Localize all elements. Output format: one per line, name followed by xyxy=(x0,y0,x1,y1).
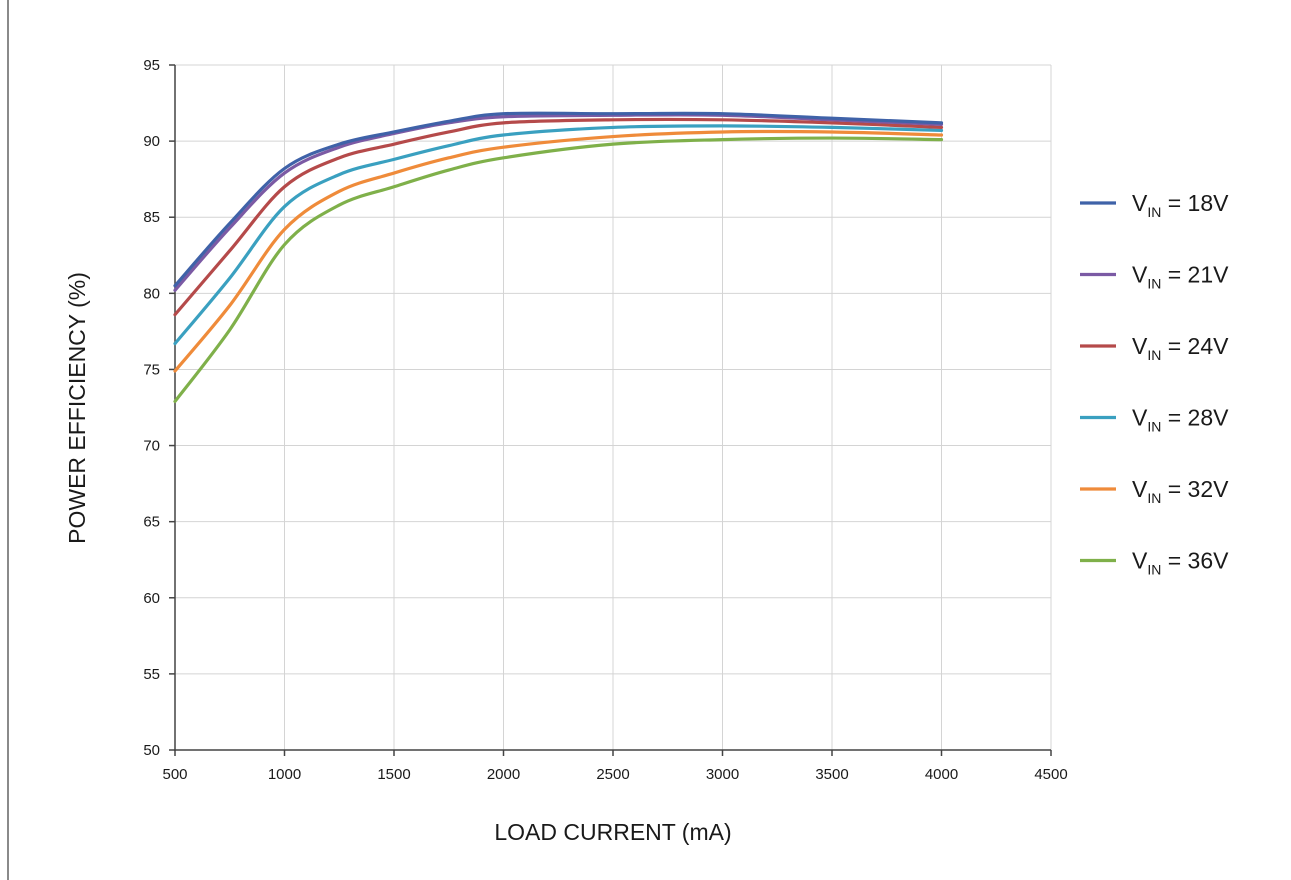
x-tick-label: 3000 xyxy=(706,766,739,783)
y-tick-label: 70 xyxy=(143,438,160,455)
series-line-2 xyxy=(173,117,944,317)
legend-label-4: VIN = 32V xyxy=(1132,476,1229,506)
x-tick-label: 1500 xyxy=(377,766,410,783)
series-line-5 xyxy=(173,136,944,404)
left-border xyxy=(7,0,9,880)
x-axis-title: LOAD CURRENT (mA) xyxy=(494,819,731,845)
series-line-3 xyxy=(173,124,944,346)
y-tick-label: 80 xyxy=(143,285,160,302)
y-tick-label: 75 xyxy=(143,361,160,378)
y-tick-label: 95 xyxy=(143,57,160,74)
x-tick-label: 3500 xyxy=(815,766,848,783)
x-tick-label: 2500 xyxy=(596,766,629,783)
y-tick-label: 85 xyxy=(143,209,160,226)
axes: 50 55 60 65 70 75 80 85 90 95 500 1000 1500 2000 2500 3… xyxy=(143,57,1067,783)
x-tick-label: 4000 xyxy=(925,766,958,783)
legend-label-0: VIN = 18V xyxy=(1132,190,1229,220)
series-line-4 xyxy=(173,129,944,373)
y-tick-label: 60 xyxy=(143,590,160,607)
legend-label-3: VIN = 28V xyxy=(1132,405,1229,435)
x-tick-label: 4500 xyxy=(1034,766,1067,783)
x-tick-label: 2000 xyxy=(487,766,520,783)
legend-label-2: VIN = 24V xyxy=(1132,333,1229,363)
legend-label-5: VIN = 36V xyxy=(1132,548,1229,578)
y-tick-label: 55 xyxy=(143,666,160,683)
y-axis-title: POWER EFFICIENCY (%) xyxy=(64,272,90,544)
y-tick-label: 65 xyxy=(143,514,160,531)
y-tick-label: 90 xyxy=(143,133,160,150)
x-tick-label: 1000 xyxy=(268,766,301,783)
series-lines xyxy=(173,111,944,404)
legend-label-1: VIN = 21V xyxy=(1132,262,1229,292)
grid xyxy=(175,64,1052,750)
y-tick-label: 50 xyxy=(143,742,160,759)
legend: VIN = 18V VIN = 21V VIN = 24V VIN = 28V VIN … xyxy=(1080,190,1229,578)
series-line-0 xyxy=(173,111,944,288)
x-tick-label: 500 xyxy=(162,766,187,783)
